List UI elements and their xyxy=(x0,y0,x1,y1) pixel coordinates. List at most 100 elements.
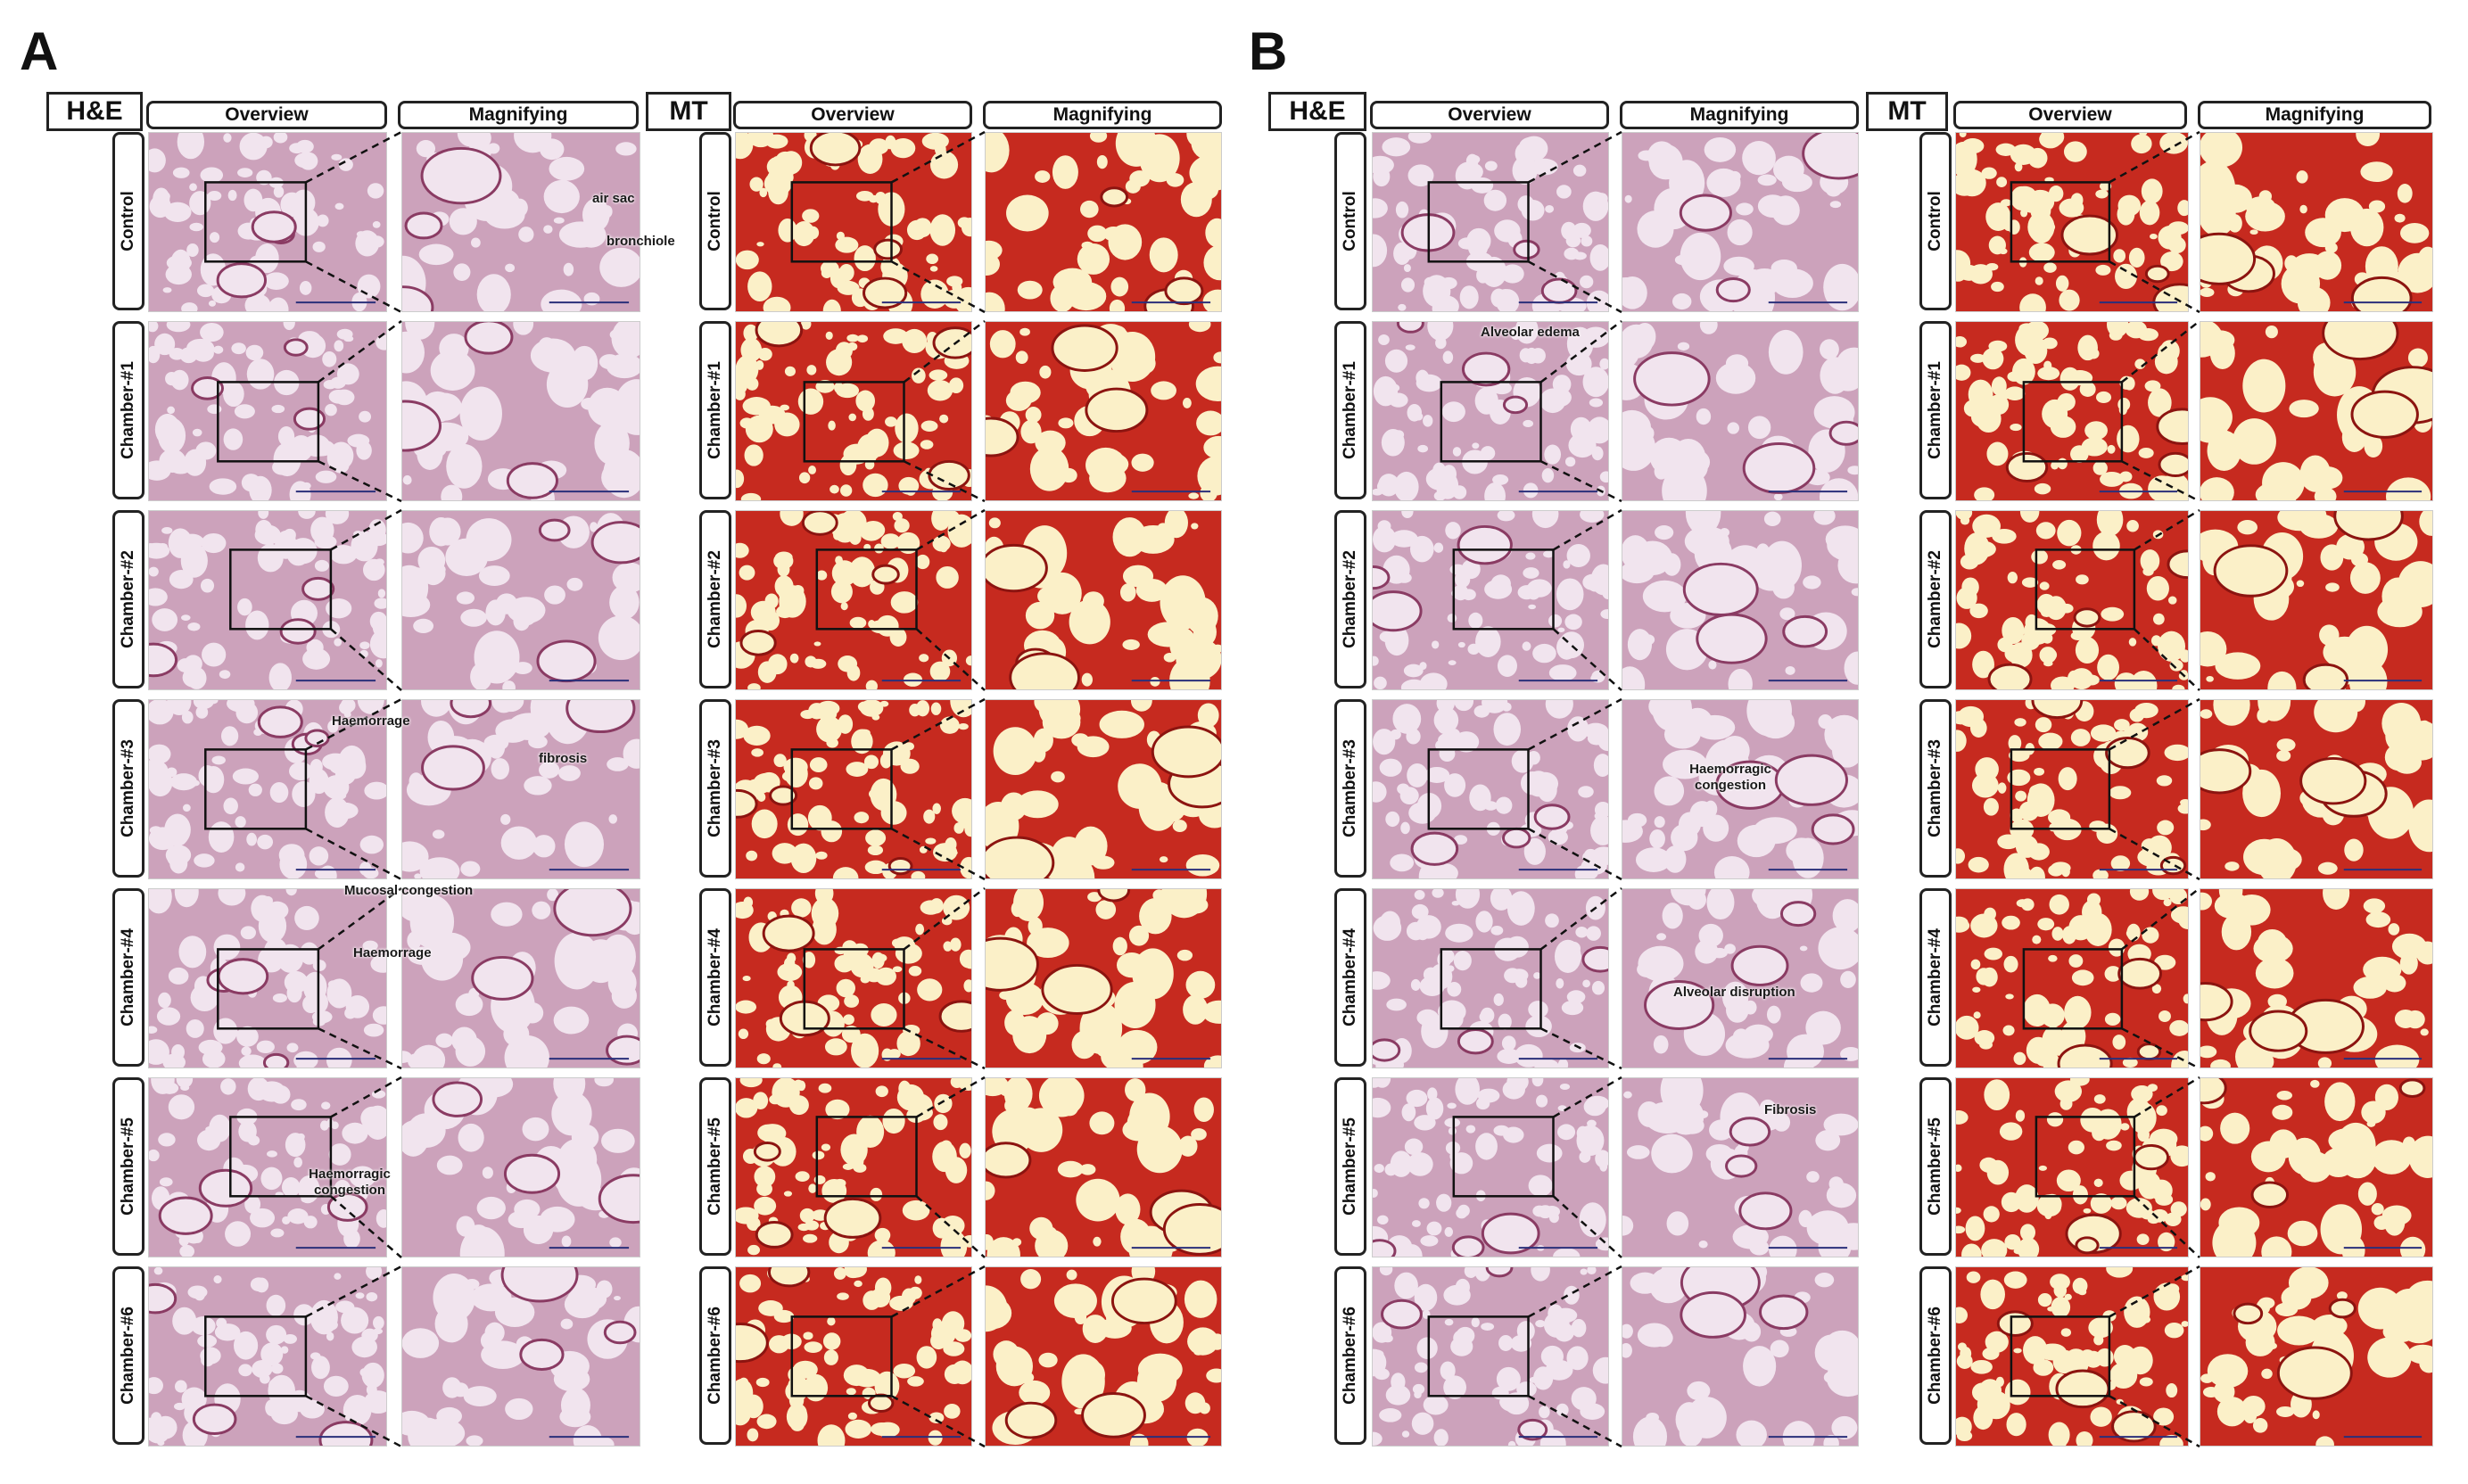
stain-label-b-mt: MT xyxy=(1866,92,1948,131)
micrograph-b-he-chamber-4-overview xyxy=(1372,888,1609,1068)
row-label-a-mt-chamber-6: Chamber-#6 xyxy=(699,1266,731,1445)
stain-label-a-mt: MT xyxy=(646,92,731,131)
annotation-b-alveolar-disruption: Alveolar disruption xyxy=(1673,985,1795,1000)
micrograph-a-he-chamber-6-overview xyxy=(148,1266,387,1447)
annotation-b-alveolar-edema: Alveolar edema xyxy=(1481,325,1580,340)
row-label-a-he-chamber-3: Chamber-#3 xyxy=(112,699,144,878)
micrograph-b-mt-chamber-2-magnified xyxy=(2200,510,2433,690)
row-label-a-he-control: Control xyxy=(112,132,144,310)
annotation-b-haemorragic-congestion: Haemorragic congestion xyxy=(1689,762,1771,793)
row-label-b-mt-chamber-1: Chamber-#1 xyxy=(1919,321,1952,499)
micrograph-b-mt-control-magnified xyxy=(2200,132,2433,312)
micrograph-b-he-control-overview xyxy=(1372,132,1609,312)
stain-label-a-he: H&E xyxy=(46,92,143,131)
micrograph-b-he-chamber-4-magnified xyxy=(1622,888,1859,1068)
annotation-a-fibrosis: fibrosis xyxy=(539,751,588,766)
micrograph-b-mt-chamber-3-overview xyxy=(1955,699,2189,879)
micrograph-a-he-chamber-4-overview xyxy=(148,888,387,1068)
micrograph-a-he-chamber-6-magnified xyxy=(401,1266,640,1447)
row-label-b-mt-control: Control xyxy=(1919,132,1952,310)
micrograph-b-mt-chamber-1-magnified xyxy=(2200,321,2433,501)
row-label-a-he-chamber-4: Chamber-#4 xyxy=(112,888,144,1067)
micrograph-b-mt-chamber-6-magnified xyxy=(2200,1266,2433,1447)
annotation-a-haemorragic-congestion: Haemorragic congestion xyxy=(309,1167,391,1198)
micrograph-b-he-chamber-3-magnified xyxy=(1622,699,1859,879)
micrograph-a-he-chamber-1-magnified xyxy=(401,321,640,501)
micrograph-a-mt-chamber-3-overview xyxy=(735,699,972,879)
micrograph-a-mt-chamber-6-overview xyxy=(735,1266,972,1447)
row-label-a-mt-chamber-1: Chamber-#1 xyxy=(699,321,731,499)
row-label-b-he-chamber-4: Chamber-#4 xyxy=(1334,888,1366,1067)
micrograph-a-mt-chamber-1-magnified xyxy=(985,321,1222,501)
micrograph-b-mt-chamber-4-overview xyxy=(1955,888,2189,1068)
annotation-a-mucosal-congestion: Mucosal congestion xyxy=(344,883,474,898)
col-header-a-mt-overview: Overview xyxy=(733,101,972,129)
micrograph-b-he-control-magnified xyxy=(1622,132,1859,312)
col-header-b-he-overview: Overview xyxy=(1370,101,1609,129)
row-label-a-he-chamber-5: Chamber-#5 xyxy=(112,1077,144,1256)
stain-label-b-he: H&E xyxy=(1268,92,1366,131)
micrograph-b-he-chamber-1-magnified xyxy=(1622,321,1859,501)
micrograph-b-mt-chamber-2-overview xyxy=(1955,510,2189,690)
row-label-a-he-chamber-2: Chamber-#2 xyxy=(112,510,144,688)
col-header-b-mt-overview: Overview xyxy=(1953,101,2187,129)
micrograph-a-he-chamber-1-overview xyxy=(148,321,387,501)
annotation-a-haemorrage-2: Haemorrage xyxy=(353,945,432,960)
row-label-a-he-chamber-6: Chamber-#6 xyxy=(112,1266,144,1445)
row-label-b-mt-chamber-5: Chamber-#5 xyxy=(1919,1077,1952,1256)
row-label-a-mt-chamber-5: Chamber-#5 xyxy=(699,1077,731,1256)
micrograph-b-he-chamber-6-magnified xyxy=(1622,1266,1859,1447)
micrograph-a-he-chamber-2-overview xyxy=(148,510,387,690)
micrograph-b-he-chamber-1-overview xyxy=(1372,321,1609,501)
row-label-b-mt-chamber-2: Chamber-#2 xyxy=(1919,510,1952,688)
row-label-b-mt-chamber-4: Chamber-#4 xyxy=(1919,888,1952,1067)
col-header-a-he-magnifying: Magnifying xyxy=(398,101,639,129)
row-label-b-he-chamber-2: Chamber-#2 xyxy=(1334,510,1366,688)
micrograph-a-he-chamber-2-magnified xyxy=(401,510,640,690)
micrograph-b-mt-control-overview xyxy=(1955,132,2189,312)
micrograph-a-mt-chamber-4-magnified xyxy=(985,888,1222,1068)
row-label-b-he-chamber-5: Chamber-#5 xyxy=(1334,1077,1366,1256)
row-label-b-he-chamber-6: Chamber-#6 xyxy=(1334,1266,1366,1445)
micrograph-b-mt-chamber-4-magnified xyxy=(2200,888,2433,1068)
row-label-a-mt-chamber-4: Chamber-#4 xyxy=(699,888,731,1067)
micrograph-b-mt-chamber-6-overview xyxy=(1955,1266,2189,1447)
micrograph-a-mt-chamber-5-overview xyxy=(735,1077,972,1257)
micrograph-a-he-chamber-4-magnified xyxy=(401,888,640,1068)
col-header-a-he-overview: Overview xyxy=(146,101,387,129)
row-label-a-mt-chamber-2: Chamber-#2 xyxy=(699,510,731,688)
micrograph-b-he-chamber-2-overview xyxy=(1372,510,1609,690)
micrograph-b-mt-chamber-5-overview xyxy=(1955,1077,2189,1257)
micrograph-a-mt-control-magnified xyxy=(985,132,1222,312)
micrograph-a-mt-chamber-6-magnified xyxy=(985,1266,1222,1447)
micrograph-a-mt-chamber-3-magnified xyxy=(985,699,1222,879)
micrograph-b-he-chamber-3-overview xyxy=(1372,699,1609,879)
col-header-a-mt-magnifying: Magnifying xyxy=(983,101,1222,129)
micrograph-a-mt-control-overview xyxy=(735,132,972,312)
micrograph-b-mt-chamber-1-overview xyxy=(1955,321,2189,501)
annotation-a-air-sac: air sac xyxy=(592,191,635,206)
panel-letter-a: A xyxy=(20,21,59,81)
micrograph-b-he-chamber-5-magnified xyxy=(1622,1077,1859,1257)
col-header-b-he-magnifying: Magnifying xyxy=(1620,101,1859,129)
micrograph-b-he-chamber-6-overview xyxy=(1372,1266,1609,1447)
row-label-b-mt-chamber-6: Chamber-#6 xyxy=(1919,1266,1952,1445)
micrograph-a-he-control-magnified xyxy=(401,132,640,312)
annotation-b-fibrosis: Fibrosis xyxy=(1764,1102,1817,1117)
micrograph-a-mt-chamber-1-overview xyxy=(735,321,972,501)
micrograph-a-he-chamber-5-magnified xyxy=(401,1077,640,1257)
micrograph-a-he-control-overview xyxy=(148,132,387,312)
micrograph-a-mt-chamber-2-magnified xyxy=(985,510,1222,690)
row-label-b-he-chamber-3: Chamber-#3 xyxy=(1334,699,1366,878)
micrograph-a-he-chamber-3-magnified xyxy=(401,699,640,879)
micrograph-b-mt-chamber-5-magnified xyxy=(2200,1077,2433,1257)
row-label-a-mt-chamber-3: Chamber-#3 xyxy=(699,699,731,878)
row-label-a-mt-control: Control xyxy=(699,132,731,310)
row-label-b-mt-chamber-3: Chamber-#3 xyxy=(1919,699,1952,878)
row-label-b-he-chamber-1: Chamber-#1 xyxy=(1334,321,1366,499)
micrograph-a-mt-chamber-4-overview xyxy=(735,888,972,1068)
col-header-b-mt-magnifying: Magnifying xyxy=(2198,101,2431,129)
annotation-a-haemorrage-1: Haemorrage xyxy=(332,713,410,729)
micrograph-a-mt-chamber-2-overview xyxy=(735,510,972,690)
